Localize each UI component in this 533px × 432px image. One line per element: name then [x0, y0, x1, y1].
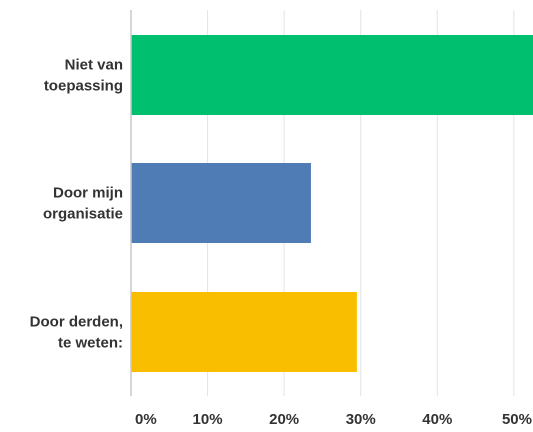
bar-3: [131, 292, 357, 372]
category-label-2: Door mijn organisatie: [43, 185, 123, 223]
x-tick-label-10: 10%: [193, 411, 223, 428]
x-tick-label-30: 30%: [346, 411, 376, 428]
tick-labels: 0% 10% 20% 30% 40% 50%: [135, 411, 532, 428]
category-label-3: Door derden, te weten:: [30, 314, 123, 352]
category-labels: Niet van toepassing Door mijn organisatie Do…: [30, 57, 123, 352]
x-tick-label-0: 0%: [135, 411, 157, 428]
bar-1: [131, 35, 533, 115]
category-label-1: Niet van toepassing: [44, 57, 123, 95]
bars: [131, 35, 533, 372]
x-tick-label-20: 20%: [269, 411, 299, 428]
x-tick-label-40: 40%: [422, 411, 452, 428]
x-tick-label-50: 50%: [502, 411, 532, 428]
bar-2: [131, 163, 311, 243]
